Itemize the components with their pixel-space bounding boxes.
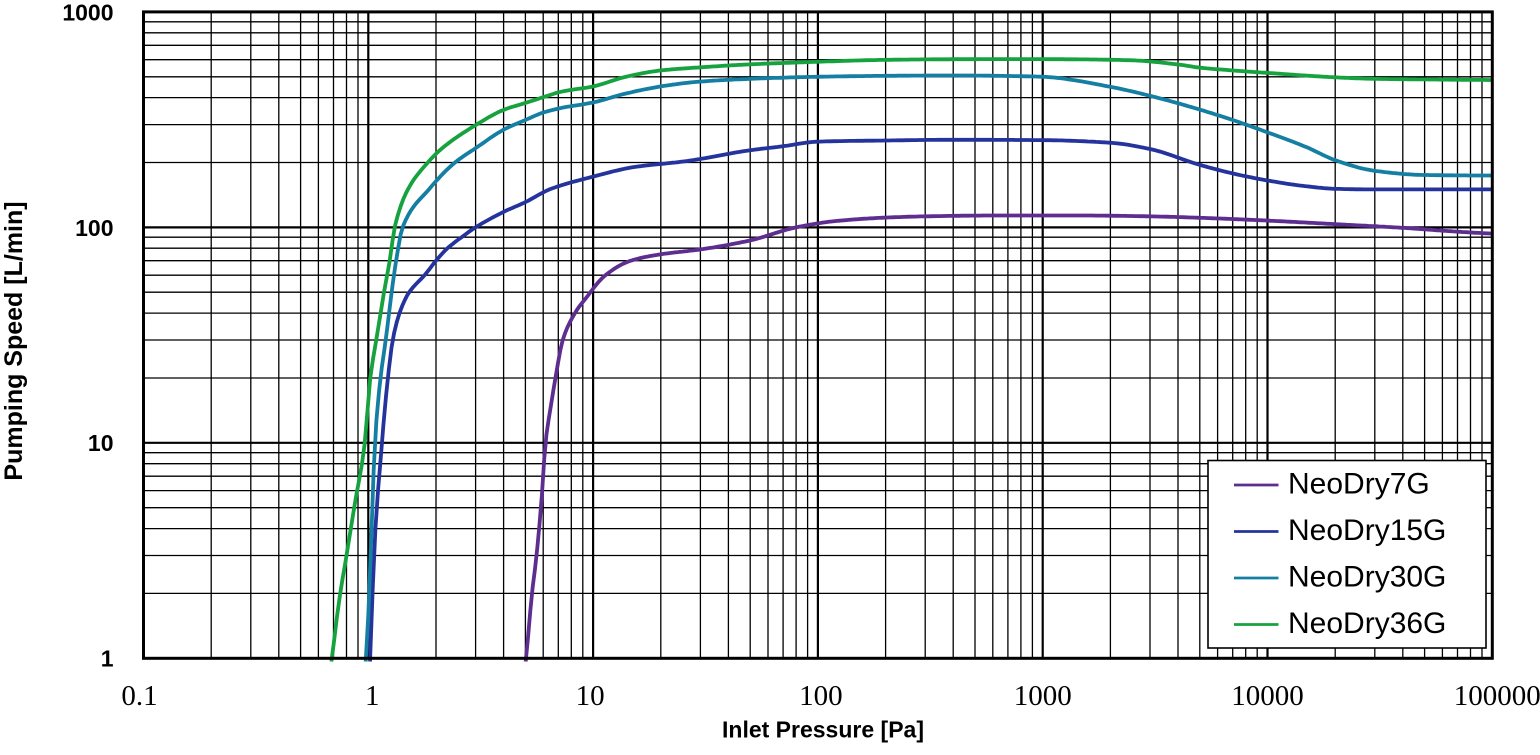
svg-text:NeoDry15G: NeoDry15G [1288, 514, 1446, 547]
svg-text:Pumping Speed [L/min]: Pumping Speed [L/min] [0, 201, 28, 480]
svg-text:NeoDry7G: NeoDry7G [1288, 468, 1430, 501]
svg-text:10: 10 [88, 430, 114, 456]
svg-text:1: 1 [101, 646, 114, 672]
svg-text:NeoDry30G: NeoDry30G [1288, 561, 1446, 594]
svg-text:Inlet Pressure [Pa]: Inlet Pressure [Pa] [722, 717, 924, 743]
svg-text:1: 1 [365, 680, 380, 712]
svg-text:1000: 1000 [62, 0, 113, 25]
svg-text:100: 100 [75, 215, 113, 241]
svg-text:NeoDry36G: NeoDry36G [1288, 607, 1446, 640]
svg-text:100: 100 [799, 680, 843, 712]
svg-text:10000: 10000 [1231, 680, 1304, 712]
svg-text:100000: 100000 [1454, 680, 1540, 712]
svg-text:10: 10 [576, 680, 605, 712]
svg-text:0.1: 0.1 [121, 680, 157, 712]
svg-text:1000: 1000 [1014, 680, 1072, 712]
